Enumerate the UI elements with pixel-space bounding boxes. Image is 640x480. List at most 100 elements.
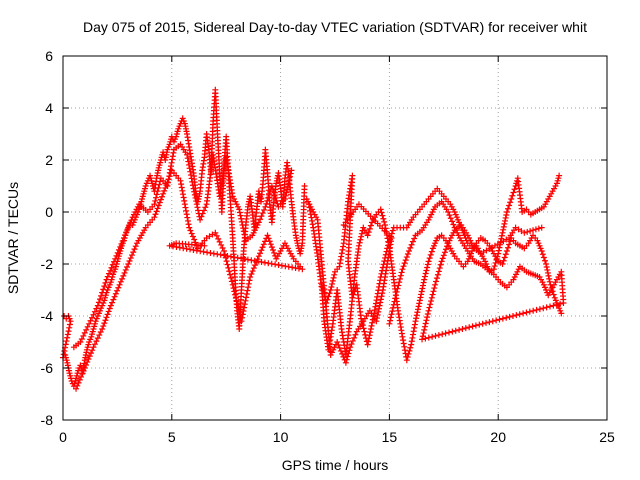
data-point-marker	[212, 229, 219, 236]
y-tick-label: 2	[45, 152, 53, 168]
data-point-marker	[326, 290, 333, 297]
data-point-marker	[282, 192, 289, 199]
data-point-marker	[344, 353, 351, 360]
data-point-marker	[243, 294, 250, 301]
data-point-marker	[265, 235, 272, 242]
data-point-marker	[74, 382, 81, 389]
data-point-marker	[382, 222, 389, 228]
data-point-marker	[406, 347, 413, 354]
data-point-marker	[157, 178, 164, 185]
data-point-marker	[283, 189, 290, 196]
data-point-marker	[500, 226, 507, 233]
data-point-marker	[476, 321, 483, 328]
data-point-marker	[540, 254, 547, 261]
data-point-marker	[185, 221, 192, 228]
data-point-marker	[198, 213, 205, 220]
data-point-marker	[193, 198, 200, 205]
data-point-marker	[241, 301, 248, 308]
data-point-marker	[523, 309, 530, 316]
data-point-marker	[242, 297, 249, 304]
data-point-marker	[469, 323, 476, 330]
data-point-marker	[398, 269, 405, 276]
axis-ticks	[62, 55, 608, 421]
data-point-marker	[408, 338, 415, 345]
data-point-marker	[392, 295, 399, 302]
data-point-marker	[411, 321, 418, 328]
data-point-marker	[411, 235, 418, 242]
data-point-marker	[259, 210, 266, 217]
data-point-marker	[109, 299, 116, 306]
data-point-marker	[388, 311, 395, 318]
data-point-marker	[424, 264, 431, 271]
data-point-marker	[336, 263, 343, 270]
data-point-marker	[413, 312, 420, 319]
data-point-marker	[520, 310, 527, 317]
data-point-marker	[499, 229, 506, 236]
data-point-marker	[85, 356, 92, 363]
data-point-marker	[375, 305, 382, 312]
data-point-marker	[175, 125, 182, 132]
data-point-marker	[364, 341, 371, 348]
data-point-marker	[309, 221, 316, 228]
data-point-marker	[258, 247, 265, 254]
data-point-marker	[112, 290, 119, 297]
data-point-marker	[500, 223, 507, 230]
data-point-marker	[503, 209, 510, 215]
data-point-marker	[429, 291, 436, 298]
data-point-marker	[119, 237, 126, 244]
data-point-marker	[97, 329, 104, 336]
data-point-marker	[428, 248, 435, 255]
data-point-marker	[327, 287, 334, 293]
data-point-marker	[266, 191, 273, 198]
data-point-marker	[543, 304, 550, 311]
data-point-marker	[445, 209, 452, 215]
data-point-marker	[433, 275, 440, 282]
data-point-marker	[539, 251, 546, 258]
data-point-marker	[423, 267, 430, 274]
data-point-marker	[156, 199, 163, 206]
data-point-marker	[183, 207, 190, 214]
data-point-marker	[452, 327, 459, 334]
data-point-marker	[400, 263, 407, 270]
data-point-marker	[109, 261, 116, 268]
data-point-marker	[239, 311, 246, 318]
data-point-marker	[456, 326, 463, 333]
data-point-marker	[524, 228, 531, 235]
data-point-marker	[558, 310, 565, 317]
data-point-marker	[155, 184, 162, 191]
data-point-marker	[503, 248, 510, 254]
data-point-marker	[117, 243, 124, 250]
data-point-marker	[404, 354, 411, 361]
data-point-marker	[227, 271, 234, 278]
data-point-marker	[120, 272, 127, 279]
data-point-marker	[80, 332, 87, 339]
data-point-marker	[155, 202, 162, 209]
data-point-marker	[238, 215, 245, 222]
data-point-marker	[412, 318, 419, 325]
data-point-marker	[120, 235, 127, 241]
data-point-marker	[102, 279, 109, 286]
data-point-marker	[269, 185, 276, 192]
data-point-marker	[201, 242, 208, 249]
data-point-marker	[331, 271, 338, 278]
data-point-marker	[367, 222, 374, 229]
data-point-marker	[513, 312, 520, 319]
data-point-marker	[154, 205, 161, 212]
data-point-marker	[366, 332, 373, 339]
data-point-marker	[257, 250, 264, 257]
data-point-marker	[378, 209, 385, 216]
data-point-marker	[67, 318, 74, 325]
x-tick-label: 0	[59, 429, 67, 445]
data-point-marker	[507, 238, 514, 245]
data-point-marker	[265, 194, 272, 201]
data-point-marker	[195, 207, 202, 214]
data-point-marker	[223, 258, 230, 265]
data-point-marker	[119, 275, 126, 282]
data-point-marker	[152, 211, 159, 218]
data-point-marker	[365, 338, 372, 345]
data-point-marker	[118, 240, 125, 247]
data-point-marker	[415, 303, 422, 310]
data-point-marker	[343, 356, 350, 363]
data-point-marker	[286, 176, 293, 183]
data-point-marker	[189, 178, 196, 185]
